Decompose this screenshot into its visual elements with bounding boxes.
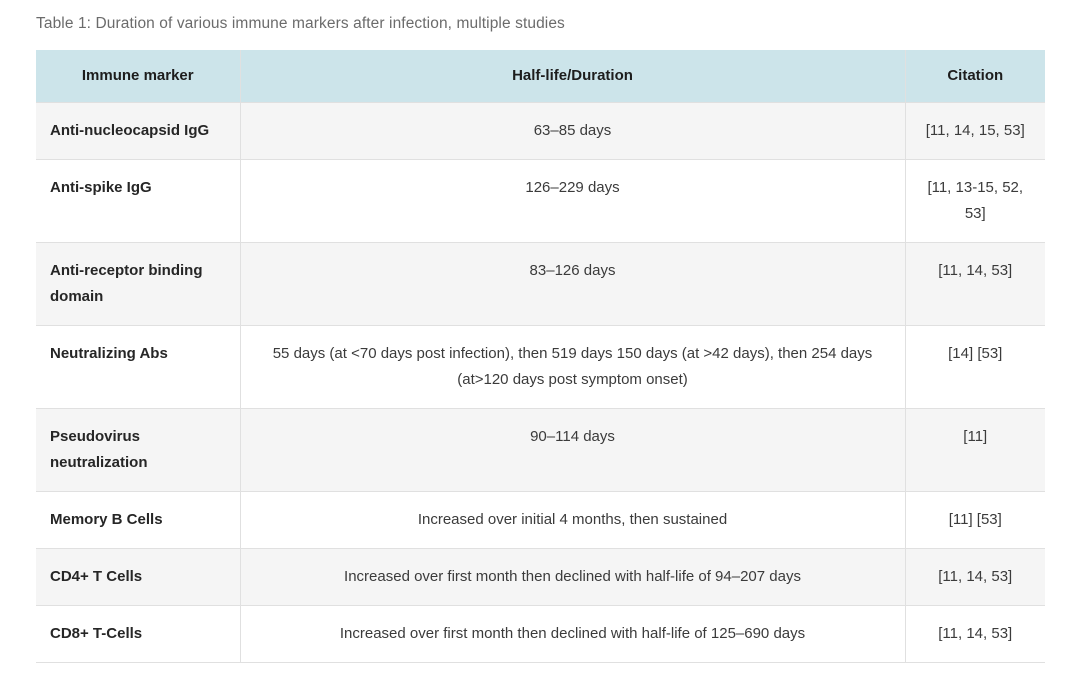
immune-marker-cell: Anti-spike IgG [36,159,240,243]
duration-cell: Increased over first month then declined… [239,548,905,606]
immune-marker-cell: Pseudovirus neutralization [36,408,240,492]
duration-cell: Increased over initial 4 months, then su… [239,491,905,549]
duration-cell: Increased over first month then declined… [239,605,905,663]
immune-markers-table: Immune marker Half-life/Duration Citatio… [36,50,1045,663]
duration-cell: 90–114 days [239,408,905,492]
duration-cell: 126–229 days [239,159,905,243]
immune-marker-cell: CD8+ T-Cells [36,605,240,663]
table-caption: Table 1: Duration of various immune mark… [36,15,565,32]
immune-marker-cell: Memory B Cells [36,491,240,549]
immune-marker-cell: Anti-receptor binding domain [36,242,240,326]
citation-cell: [11, 13-15, 52, 53] [904,159,1045,243]
duration-cell: 63–85 days [239,102,905,160]
citation-cell: [11] [53] [904,491,1045,549]
table-row: Memory B Cells Increased over initial 4 … [36,491,1045,549]
column-header-citation: Citation [904,50,1045,103]
citation-cell: [11, 14, 53] [904,605,1045,663]
table-row: CD4+ T Cells Increased over first month … [36,548,1045,606]
table-row: Pseudovirus neutralization 90–114 days [… [36,408,1045,492]
citation-cell: [14] [53] [904,325,1045,409]
table-row: Anti-nucleocapsid IgG 63–85 days [11, 14… [36,102,1045,160]
table-row: Anti-spike IgG 126–229 days [11, 13-15, … [36,159,1045,243]
table-header: Immune marker Half-life/Duration Citatio… [36,50,1045,103]
table-row: Neutralizing Abs 55 days (at <70 days po… [36,325,1045,409]
citation-cell: [11, 14, 15, 53] [904,102,1045,160]
duration-cell: 83–126 days [239,242,905,326]
column-header-immune-marker: Immune marker [36,50,240,103]
citation-cell: [11] [904,408,1045,492]
duration-cell: 55 days (at <70 days post infection), th… [239,325,905,409]
table-body: Anti-nucleocapsid IgG 63–85 days [11, 14… [36,102,1045,663]
citation-cell: [11, 14, 53] [904,242,1045,326]
immune-marker-cell: Anti-nucleocapsid IgG [36,102,240,160]
header-row: Immune marker Half-life/Duration Citatio… [36,50,1045,103]
immune-marker-cell: Neutralizing Abs [36,325,240,409]
column-header-half-life-duration: Half-life/Duration [239,50,905,103]
citation-cell: [11, 14, 53] [904,548,1045,606]
table-row: CD8+ T-Cells Increased over first month … [36,605,1045,663]
table-row: Anti-receptor binding domain 83–126 days… [36,242,1045,326]
immune-marker-cell: CD4+ T Cells [36,548,240,606]
